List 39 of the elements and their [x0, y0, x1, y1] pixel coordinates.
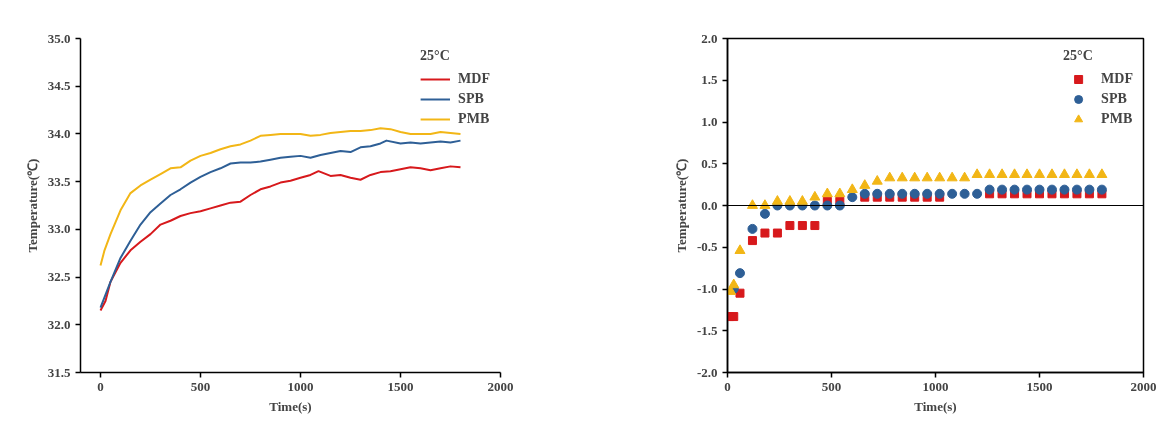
legend-label: MDF: [458, 71, 490, 87]
legend-label: PMB: [1101, 111, 1133, 127]
y-axis-title: Temperature(℃): [673, 158, 689, 253]
x-tick-label: 500: [190, 378, 211, 394]
y-tick-label: 33.5: [47, 173, 71, 189]
x-tick-label: 1500: [1026, 378, 1053, 394]
y-tick-label: 2.0: [701, 30, 718, 46]
y-tick-label: 31.5: [47, 364, 71, 380]
x-axis-title: Time(s): [914, 398, 957, 414]
legend-label: SPB: [458, 91, 484, 107]
legend-title: 25°C: [1063, 48, 1094, 64]
x-tick-label: 500: [821, 378, 842, 394]
y-tick-label: 1.5: [701, 72, 718, 88]
x-tick-label: 1500: [387, 378, 414, 394]
y-tick-label: 34.0: [47, 125, 71, 141]
y-tick-label: 34.5: [47, 78, 71, 94]
legend-label: SPB: [1101, 91, 1127, 107]
y-tick-label: 32.5: [47, 269, 71, 285]
x-axis-title: Time(s): [269, 398, 312, 414]
x-tick-label: 1000: [922, 378, 949, 394]
x-tick-label: 2000: [1130, 378, 1157, 394]
y-tick-label: -2.0: [696, 364, 718, 380]
y-tick-label: 32.0: [47, 316, 71, 332]
x-tick-label: 1000: [287, 378, 314, 394]
legend-label: MDF: [1101, 71, 1133, 87]
x-tick-label: 0: [97, 378, 104, 394]
legend-label: PMB: [458, 111, 490, 127]
legend-title: 25°C: [420, 48, 451, 64]
y-tick-label: -1.0: [696, 281, 718, 296]
y-tick-label: 33.0: [47, 221, 71, 237]
y-tick-label: -0.5: [696, 239, 718, 255]
y-tick-label: 1.0: [701, 114, 718, 129]
y-axis-title: Temperature(℃): [24, 158, 40, 253]
y-tick-label: 0.5: [701, 155, 718, 171]
y-tick-label: 35.0: [47, 30, 71, 46]
x-tick-label: 2000: [487, 378, 514, 394]
x-tick-label: 0: [724, 378, 731, 394]
y-tick-label: 0.0: [701, 197, 718, 213]
y-tick-label: -1.5: [696, 322, 718, 338]
